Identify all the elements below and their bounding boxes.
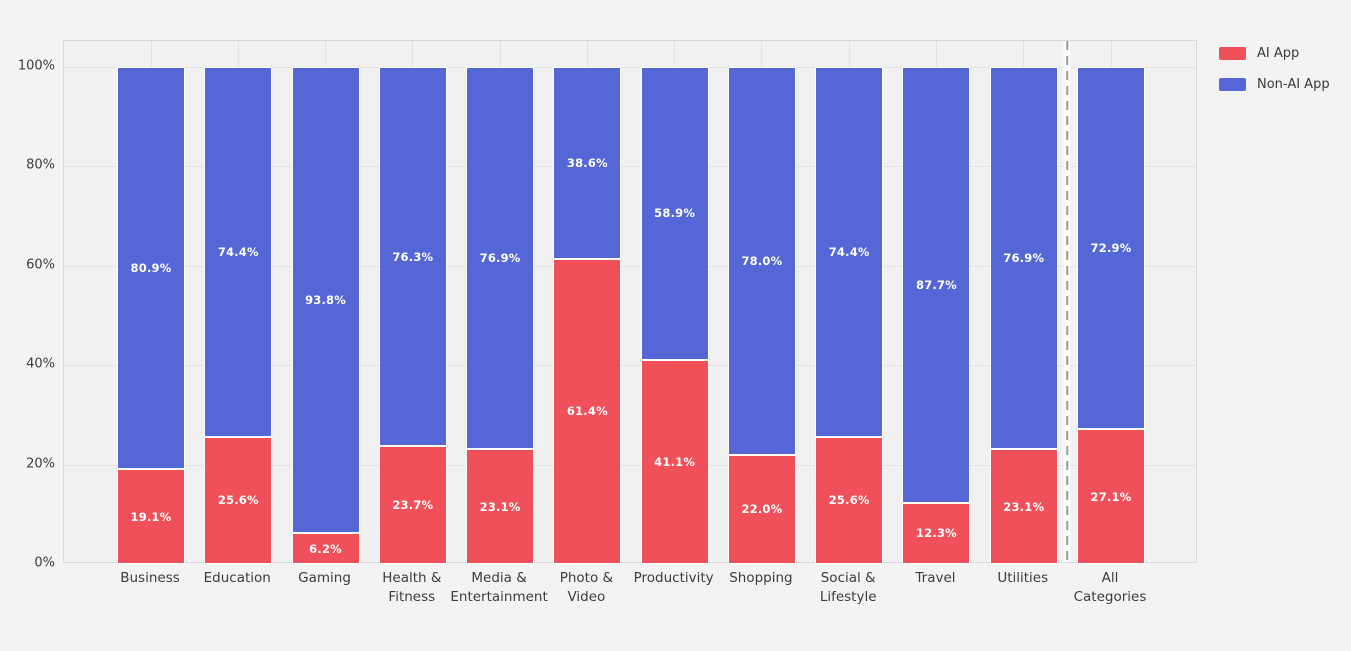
bar-value-label-non-ai-app: 93.8% (305, 293, 346, 308)
x-tick-label: Media & Entertainment (450, 570, 548, 605)
bar-value-label-non-ai-app: 58.9% (654, 206, 696, 221)
bar-value-label-non-ai-app: 76.3% (392, 249, 434, 264)
y-tick-label: 20% (26, 456, 55, 472)
y-tick-label: 60% (26, 257, 55, 273)
bar-segment-non-ai-app (1077, 67, 1145, 430)
bar-segment-ai-app (466, 449, 535, 564)
y-tick-label: 100% (17, 58, 55, 74)
legend-label: AI App (1257, 46, 1300, 61)
x-tick-label: Business (120, 570, 180, 586)
bar-value-label-ai-app: 6.2% (309, 541, 342, 556)
x-tick-label: Social & Lifestyle (819, 570, 877, 605)
bar-segment-ai-app (989, 449, 1058, 564)
x-tick-label: Education (203, 570, 271, 586)
x-tick-label: Gaming (298, 570, 351, 586)
x-tick-label: Shopping (729, 570, 793, 586)
bar-value-label-ai-app: 19.1% (130, 509, 172, 524)
legend-color-swatch (1219, 78, 1246, 91)
y-tick-label: 40% (26, 356, 55, 372)
bar-value-label-non-ai-app: 38.6% (566, 155, 608, 170)
horizontal-gridline (64, 265, 1196, 267)
bar-value-label-non-ai-app: 72.9% (1090, 241, 1132, 256)
x-tick-label: Travel (915, 570, 956, 586)
horizontal-gridline (64, 67, 1196, 68)
bar-segment-ai-app (727, 454, 796, 564)
bar-value-label-ai-app: 25.6% (217, 493, 259, 508)
bar-value-label-non-ai-app: 78.0% (741, 253, 783, 268)
bar-segment-ai-app (815, 436, 884, 564)
bar-segment-non-ai-app (466, 67, 535, 450)
bar-segment-non-ai-app (204, 67, 273, 437)
legend-item: AI App (1219, 46, 1330, 61)
plot-area: 19.1% 80.9% 25.6% 74.4% 6.2% 93.8% 23.7% 76.3% 2… (63, 40, 1197, 564)
y-axis-tick-labels: 0% 20% 40% 60% 80% 100% (0, 0, 55, 651)
x-tick-label: Photo & Video (559, 570, 614, 605)
bar-value-label-ai-app: 23.1% (1003, 499, 1045, 514)
x-tick-label: Health & Fitness (382, 570, 442, 605)
horizontal-gridline (64, 464, 1196, 466)
bar-value-label-non-ai-app: 76.9% (1003, 251, 1045, 266)
bar-segment-ai-app (204, 436, 273, 564)
bar-value-label-non-ai-app: 74.4% (828, 244, 870, 259)
bar-segment-ai-app (1077, 429, 1145, 564)
bar-segment-non-ai-app (640, 67, 709, 360)
x-tick-label: Productivity (633, 570, 714, 586)
bar-value-label-non-ai-app: 87.7% (916, 277, 957, 292)
legend-item: Non-AI App (1219, 77, 1330, 92)
x-tick-label: Utilities (997, 570, 1049, 586)
bar-segment-ai-app (553, 258, 622, 564)
bar-segment-non-ai-app (378, 67, 447, 447)
horizontal-gridline (64, 166, 1196, 168)
bar-value-label-non-ai-app: 80.9% (130, 261, 172, 276)
bar-segment-non-ai-app (291, 67, 360, 534)
bar-segment-non-ai-app (902, 67, 971, 503)
legend-color-swatch (1219, 47, 1246, 60)
bar-segment-non-ai-app (727, 67, 796, 455)
bar-segment-ai-app (902, 502, 971, 564)
bar-value-label-non-ai-app: 74.4% (217, 244, 259, 259)
bar-value-label-non-ai-app: 76.9% (479, 251, 521, 266)
category-separator-line (1063, 41, 1071, 562)
bar-segment-ai-app (291, 533, 360, 564)
bar-value-label-ai-app: 61.4% (566, 404, 608, 419)
horizontal-gridline (64, 365, 1196, 367)
bar-value-label-ai-app: 23.7% (392, 498, 434, 513)
bar-segment-ai-app (640, 359, 709, 564)
y-tick-label: 80% (26, 157, 55, 173)
y-tick-label: 0% (34, 555, 55, 571)
x-tick-label: All Categories (1073, 570, 1147, 605)
legend-label: Non-AI App (1257, 77, 1330, 92)
bar-value-label-ai-app: 25.6% (828, 493, 870, 508)
bar-segment-non-ai-app (553, 67, 622, 259)
bar-segment-non-ai-app (989, 67, 1058, 450)
bar-value-label-ai-app: 23.1% (479, 499, 521, 514)
bar-segment-non-ai-app (815, 67, 884, 437)
bar-segment-ai-app (378, 446, 447, 564)
bar-value-label-ai-app: 41.1% (654, 454, 696, 469)
bar-value-label-ai-app: 22.0% (741, 502, 783, 517)
separator-dash-pattern (1066, 41, 1069, 562)
bar-segment-ai-app (117, 469, 185, 564)
legend: AI App Non-AI App (1219, 46, 1330, 108)
bar-segment-non-ai-app (117, 67, 185, 470)
bar-value-label-ai-app: 12.3% (916, 526, 957, 541)
bar-value-label-ai-app: 27.1% (1090, 489, 1132, 504)
